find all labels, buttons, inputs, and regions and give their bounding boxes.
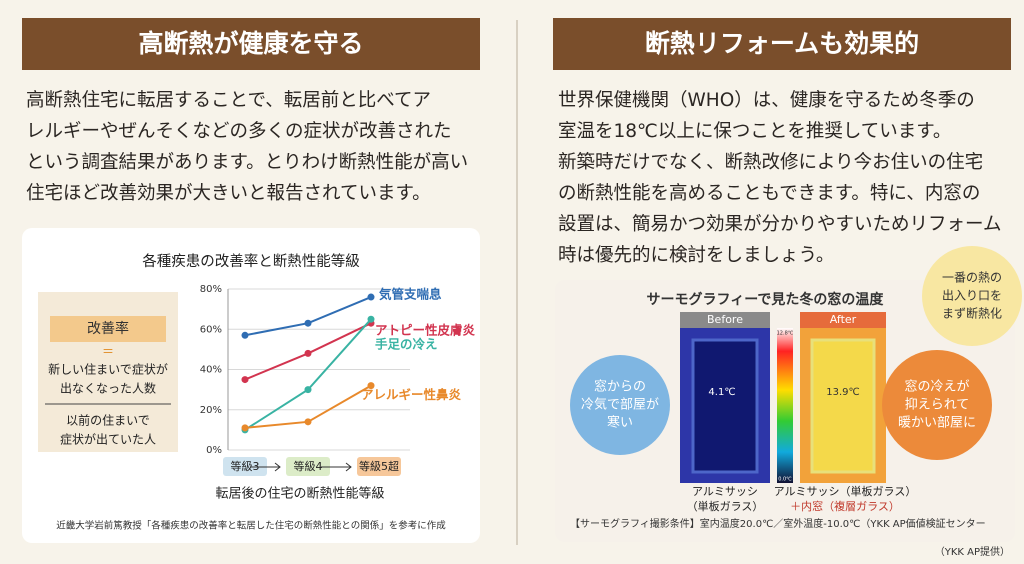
before-window	[691, 338, 759, 474]
scale-top: 12.8℃	[777, 331, 794, 337]
before-label: Before	[707, 313, 743, 326]
point	[367, 382, 375, 390]
body-line: 設置は、簡易かつ効果が分かりやすいためリフォーム	[558, 214, 1001, 235]
source: 近畿大学岩前篤教授「各種疾患の改善率と転居した住宅の断熱性能との関係」を参考に作…	[56, 520, 446, 532]
cold-bubble: 寒い	[607, 415, 633, 431]
body-line: 世界保健機関（WHO）は、健康を守るため冬季の	[558, 90, 975, 111]
body-line: 新築時だけでなく、断熱改修により今お住いの住宅	[558, 152, 983, 173]
y-tick-label: 20%	[200, 405, 222, 416]
series-label: 手足の冷え	[375, 337, 438, 352]
body-line: 住宅ほど改善効果が大きいと報告されています。	[26, 183, 431, 204]
category-box	[286, 457, 330, 476]
body-line: という調査結果があります。とりわけ断熱性能が高い	[26, 152, 468, 173]
body-line: の断熱性能を高めることもできます。特に、内窓の	[558, 183, 980, 204]
left-title: 高断熱が健康を守る	[138, 29, 363, 58]
series-label: アトピー性皮膚炎	[375, 323, 476, 338]
conditions: 【サーモグラフィ撮影条件】室内温度20.0℃／室外温度-10.0℃（YKK AP…	[570, 517, 986, 530]
legend-title: 改善率	[87, 320, 129, 337]
body-line: 時は優先的に検討をしましょう。	[558, 245, 834, 266]
cold-bubble	[570, 355, 670, 455]
before-caption: アルミサッシ	[692, 485, 758, 498]
body-line: 高断熱住宅に転居することで、転居前と比べてア	[26, 90, 431, 111]
numerator: 新しい住まいで症状が	[48, 362, 168, 377]
series-label: 気管支喘息	[379, 287, 442, 302]
warm-bubble	[882, 350, 992, 460]
body-line: 室温を18℃以上に保つことを推奨しています。	[558, 121, 951, 142]
denominator: 症状が出ていた人	[60, 432, 156, 447]
x-tick-label: 等級4	[294, 459, 323, 473]
after-tab	[800, 312, 886, 328]
cold-bubble: 窓からの	[594, 379, 646, 395]
point	[304, 418, 312, 426]
x-tick-label: 等級5超	[359, 459, 399, 473]
chart-title: 各種疾患の改善率と断熱性能等級	[142, 252, 360, 270]
body-line: レルギーやぜんそくなどの多くの症状が改善された	[26, 121, 452, 142]
point	[367, 315, 375, 323]
x-axis-label: 転居後の住宅の断熱性能等級	[215, 486, 384, 502]
y-tick-label: 60%	[200, 324, 222, 335]
color-scale	[777, 328, 793, 483]
category-box	[223, 457, 267, 476]
top-bubble: 出入り口を	[942, 289, 1002, 303]
before-temp: 4.1℃	[708, 387, 735, 398]
thermo-title: サーモグラフィーで見た冬の窓の温度	[647, 291, 885, 308]
point	[241, 424, 249, 432]
title-bar	[553, 18, 1011, 70]
point	[304, 319, 312, 327]
point	[241, 376, 249, 384]
arrow	[250, 462, 281, 472]
legend-title-bg	[50, 316, 166, 342]
warm-bubble: 抑えられて	[905, 398, 970, 413]
category-box	[357, 457, 401, 476]
title-bar	[22, 18, 480, 70]
after-window	[810, 338, 876, 474]
point	[304, 349, 312, 357]
point	[304, 386, 312, 394]
warm-bubble: 窓の冷えが	[904, 379, 969, 395]
after-label: After	[830, 313, 857, 326]
equals: ＝	[102, 345, 114, 359]
denominator: 以前の住まいで	[66, 413, 150, 428]
arrow	[321, 462, 352, 472]
after-caption: ＋内窓（複層ガラス）	[790, 499, 900, 513]
after-temp: 13.9℃	[826, 387, 860, 398]
series-label: アレルギー性鼻炎	[361, 387, 462, 402]
warm-bubble: 暖かい部屋に	[898, 416, 976, 431]
top-bubble: 一番の熱の	[942, 271, 1002, 285]
y-tick-label: 40%	[200, 365, 222, 376]
before-tab	[680, 312, 770, 328]
x-tick-label: 等級3	[231, 459, 260, 473]
before-caption: （単板ガラス）	[687, 499, 764, 513]
top-bubble: まず断熱化	[942, 306, 1002, 321]
scale-bottom: 0.0℃	[778, 477, 792, 483]
numerator: 出なくなった人数	[60, 381, 156, 396]
y-tick-label: 0%	[206, 445, 222, 456]
cold-bubble: 冷気で部屋が	[581, 397, 659, 413]
point	[367, 293, 375, 301]
point	[241, 331, 249, 339]
right-title: 断熱リフォームも効果的	[645, 29, 919, 58]
top-bubble	[922, 246, 1022, 346]
y-tick-label: 80%	[200, 284, 222, 295]
credit: （YKK AP提供）	[935, 545, 1010, 558]
after-caption: アルミサッシ（単板ガラス）	[774, 484, 917, 498]
